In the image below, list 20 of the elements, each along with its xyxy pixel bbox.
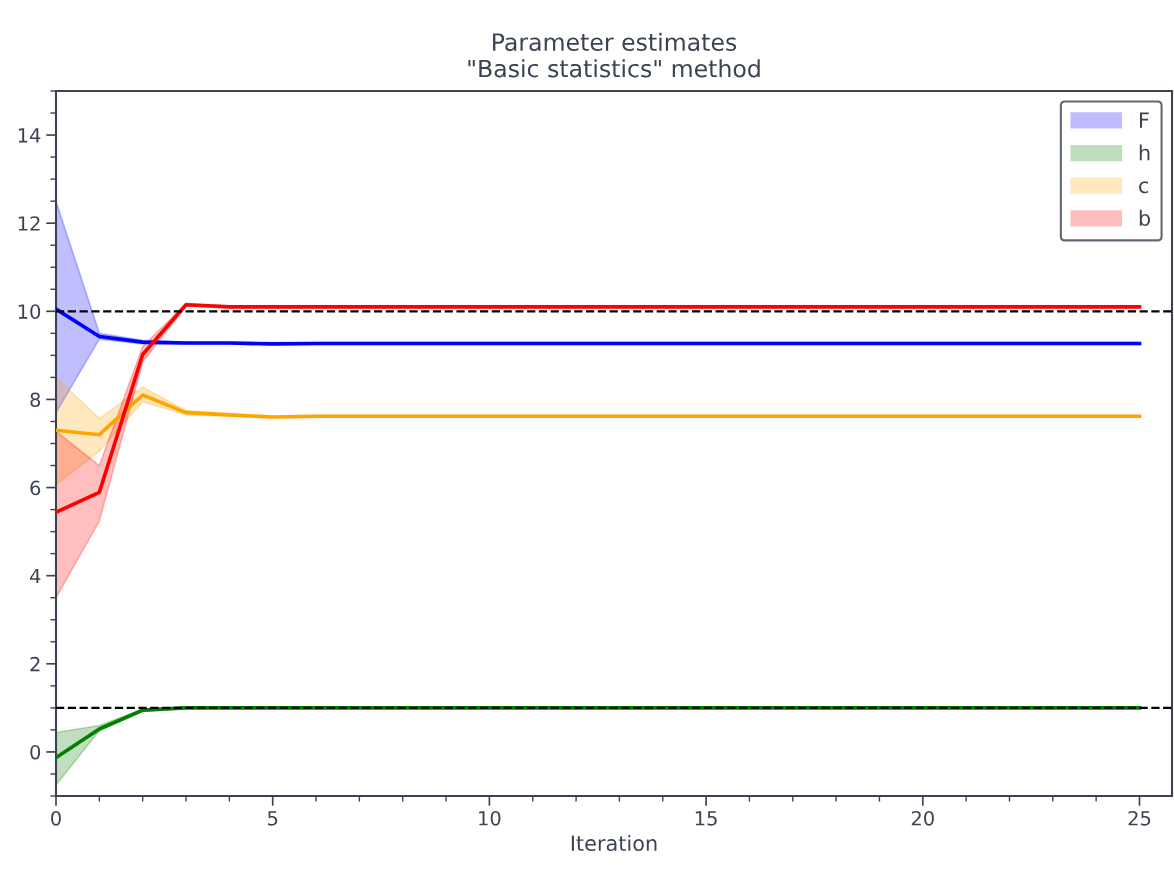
- legend-label: b: [1139, 209, 1151, 226]
- y-tick-label: 2: [30, 656, 40, 672]
- x-tick-label: 20: [911, 810, 934, 826]
- y-tick-label: 6: [30, 480, 41, 496]
- x-tick-label: 15: [695, 811, 717, 826]
- y-tick-label: 14: [18, 128, 41, 143]
- x-tick-label: 25: [1128, 810, 1151, 826]
- legend-label: F: [1139, 112, 1149, 128]
- legend-label: c: [1139, 181, 1149, 194]
- x-tick-label: 0: [51, 810, 61, 826]
- y-tick-label: 12: [18, 216, 40, 231]
- x-tick-label: 5: [268, 811, 278, 826]
- y-tick-label: 10: [18, 304, 41, 319]
- chart-title: Parameter estimates "Basic statistics" method: [468, 32, 760, 78]
- y-tick-label: 0: [30, 744, 41, 760]
- y-tick-label: 4: [30, 568, 41, 584]
- legend-label: h: [1139, 144, 1150, 161]
- x-axis-title: Iteration: [571, 834, 657, 852]
- y-tick-label: 8: [30, 392, 41, 408]
- x-tick-label: 10: [479, 810, 501, 826]
